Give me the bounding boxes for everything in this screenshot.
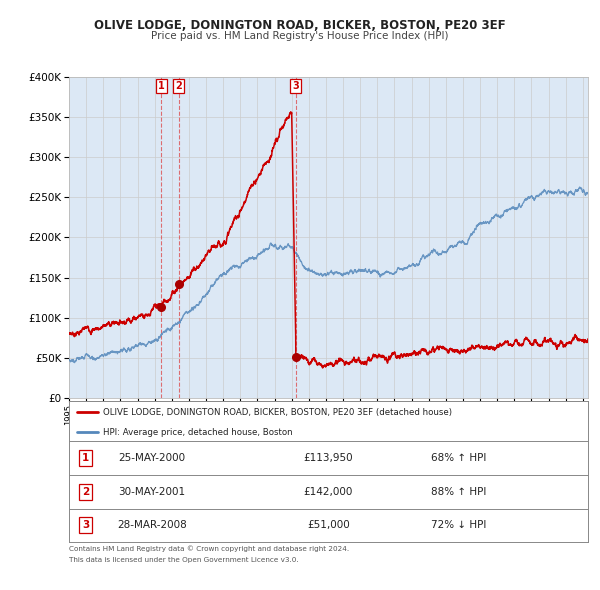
Text: 1: 1 [82,453,89,463]
Text: HPI: Average price, detached house, Boston: HPI: Average price, detached house, Bost… [103,428,292,437]
Text: 68% ↑ HPI: 68% ↑ HPI [431,453,486,463]
Text: 28-MAR-2008: 28-MAR-2008 [117,520,187,530]
Text: OLIVE LODGE, DONINGTON ROAD, BICKER, BOSTON, PE20 3EF: OLIVE LODGE, DONINGTON ROAD, BICKER, BOS… [94,19,506,32]
Text: OLIVE LODGE, DONINGTON ROAD, BICKER, BOSTON, PE20 3EF (detached house): OLIVE LODGE, DONINGTON ROAD, BICKER, BOS… [103,408,452,417]
Text: £142,000: £142,000 [304,487,353,497]
Text: This data is licensed under the Open Government Licence v3.0.: This data is licensed under the Open Gov… [69,557,299,563]
Text: Price paid vs. HM Land Registry's House Price Index (HPI): Price paid vs. HM Land Registry's House … [151,31,449,41]
Text: 2: 2 [175,81,182,91]
Text: 25-MAY-2000: 25-MAY-2000 [118,453,185,463]
Text: 3: 3 [82,520,89,530]
Text: 1: 1 [158,81,164,91]
Text: £113,950: £113,950 [304,453,353,463]
Text: 2: 2 [82,487,89,497]
Text: 30-MAY-2001: 30-MAY-2001 [118,487,185,497]
Text: 72% ↓ HPI: 72% ↓ HPI [431,520,486,530]
Text: £51,000: £51,000 [307,520,350,530]
Text: 3: 3 [292,81,299,91]
Text: Contains HM Land Registry data © Crown copyright and database right 2024.: Contains HM Land Registry data © Crown c… [69,545,349,552]
Text: 88% ↑ HPI: 88% ↑ HPI [431,487,486,497]
